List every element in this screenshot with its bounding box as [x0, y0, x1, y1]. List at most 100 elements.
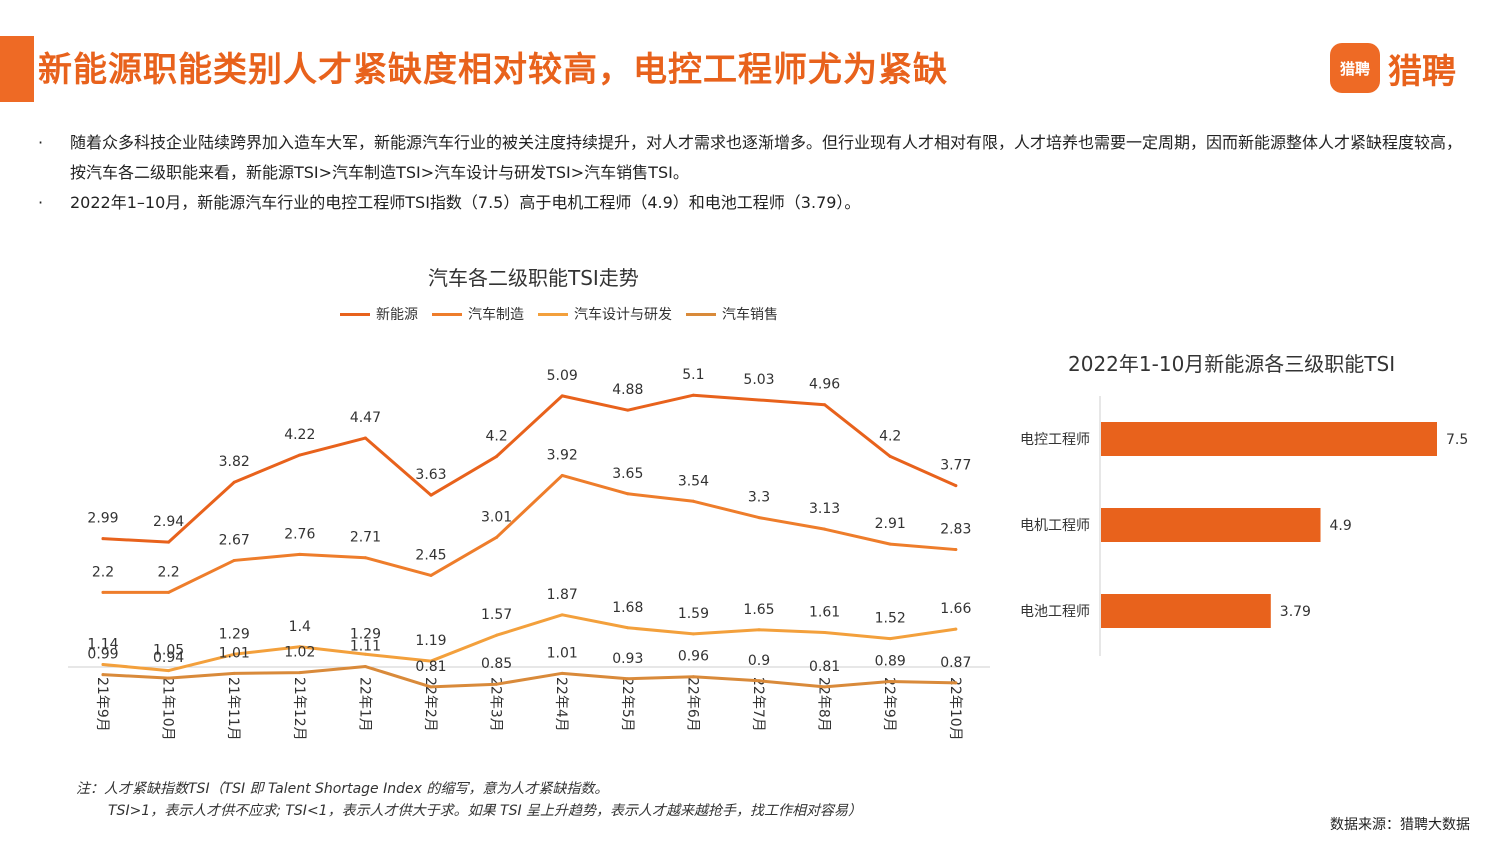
logo-badge: 猎聘 — [1330, 43, 1380, 93]
data-point — [560, 671, 564, 675]
data-point — [363, 652, 367, 656]
data-label: 0.85 — [481, 656, 512, 672]
data-point — [626, 492, 630, 496]
legend-swatch — [538, 312, 568, 316]
data-label: 0.81 — [415, 659, 446, 675]
bullet-item: · 2022年1–10月，新能源汽车行业的电控工程师TSI指数（7.5）高于电机… — [38, 188, 1468, 218]
data-point — [495, 454, 499, 458]
data-label: 3.65 — [612, 466, 643, 482]
logo: 猎聘 猎聘 — [1330, 43, 1456, 93]
data-point — [757, 398, 761, 402]
data-label: 2.76 — [284, 526, 315, 542]
legend-label: 汽车设计与研发 — [574, 307, 672, 323]
y-tick-label: 电池工程师 — [1020, 604, 1090, 620]
data-label: 3.63 — [415, 467, 446, 483]
legend-label: 汽车制造 — [468, 307, 524, 323]
data-label: 4.96 — [809, 377, 840, 393]
bar — [1101, 422, 1437, 456]
bar-value-label: 7.5 — [1446, 432, 1468, 448]
data-point — [888, 454, 892, 458]
data-source: 数据来源：猎聘大数据 — [1330, 817, 1470, 833]
data-point — [495, 633, 499, 637]
y-tick-label: 电机工程师 — [1020, 518, 1090, 534]
bar-chart-title: 2022年1-10月新能源各三级职能TSI — [1068, 352, 1396, 376]
data-point — [626, 408, 630, 412]
data-label: 4.2 — [485, 428, 507, 444]
bar-value-label: 3.79 — [1280, 604, 1311, 620]
data-label: 3.92 — [547, 447, 578, 463]
data-point — [167, 590, 171, 594]
data-label: 3.3 — [748, 490, 770, 506]
data-label: 1.01 — [219, 645, 250, 661]
bullet-text: 随着众多科技企业陆续跨界加入造车大军，新能源汽车行业的被关注度持续提升，对人才需… — [70, 133, 1463, 182]
data-label: 1.02 — [284, 645, 315, 661]
data-label: 1.57 — [481, 607, 512, 623]
data-label: 3.82 — [219, 454, 250, 470]
data-point — [232, 480, 236, 484]
data-label: 1.52 — [875, 611, 906, 627]
x-tick-label: 22年6月 — [684, 677, 700, 732]
data-point — [363, 436, 367, 440]
legend-swatch — [686, 312, 716, 316]
data-label: 4.2 — [879, 428, 901, 444]
data-label: 5.09 — [547, 368, 578, 384]
data-label: 1.68 — [612, 600, 643, 616]
data-label: 2.91 — [875, 516, 906, 532]
data-label: 5.03 — [743, 372, 774, 388]
x-tick-label: 22年4月 — [553, 677, 569, 732]
data-point — [823, 527, 827, 531]
line-chart-legend: 新能源 汽车制造 汽车设计与研发 汽车销售 — [340, 304, 792, 324]
series-line — [101, 393, 958, 544]
data-label: 1.14 — [87, 636, 118, 652]
data-point — [954, 627, 958, 631]
data-label: 3.01 — [481, 509, 512, 525]
data-label: 1.29 — [219, 626, 250, 642]
data-label: 1.19 — [415, 633, 446, 649]
data-point — [495, 682, 499, 686]
footnote-line: 注：人才紧缺指数TSI（TSI 即 Talent Shortage Index … — [76, 781, 609, 797]
data-point — [691, 393, 695, 397]
legend-swatch — [340, 312, 370, 316]
data-point — [167, 669, 171, 673]
logo-text: 猎聘 — [1388, 51, 1456, 92]
x-tick-label: 22年8月 — [816, 677, 832, 732]
data-label: 0.96 — [678, 649, 709, 665]
data-label: 0.87 — [940, 655, 971, 671]
data-point — [757, 679, 761, 683]
bullet-dot: · — [38, 193, 44, 212]
legend-item: 汽车销售 — [686, 304, 778, 324]
data-point — [429, 659, 433, 663]
bar — [1101, 508, 1321, 542]
data-label: 4.47 — [350, 410, 381, 426]
data-point — [888, 679, 892, 683]
legend-label: 汽车销售 — [722, 307, 778, 323]
line-chart: 21年9月 21年10月 21年11月 21年12月 22年1月 22年2月 22年3月 22… — [68, 367, 990, 741]
x-tick-label: 22年3月 — [488, 677, 504, 732]
data-label: 1.4 — [289, 619, 311, 635]
data-point — [101, 537, 105, 541]
y-tick-label: 电控工程师 — [1020, 432, 1090, 448]
data-point — [757, 628, 761, 632]
legend-swatch — [432, 312, 462, 316]
title-accent-bar — [0, 36, 34, 102]
data-label: 1.29 — [350, 626, 381, 642]
data-label: 1.61 — [809, 605, 840, 621]
bullet-dot: · — [38, 133, 44, 152]
data-point — [101, 590, 105, 594]
data-label: 2.67 — [219, 532, 250, 548]
series-line — [101, 613, 958, 673]
legend-label: 新能源 — [376, 307, 418, 323]
data-label: 2.71 — [350, 530, 381, 546]
data-label: 0.81 — [809, 659, 840, 675]
bullet-item: · 随着众多科技企业陆续跨界加入造车大军，新能源汽车行业的被关注度持续提升，对人… — [38, 128, 1468, 188]
data-point — [823, 631, 827, 635]
legend-item: 汽车设计与研发 — [538, 304, 672, 324]
data-point — [101, 673, 105, 677]
data-point — [429, 573, 433, 577]
data-point — [560, 394, 564, 398]
bar-chart: 电控工程师 7.5 电机工程师 4.9 电池工程师 3.79 — [1020, 396, 1468, 656]
data-label: 2.2 — [157, 564, 179, 580]
data-point — [823, 685, 827, 689]
data-label: 1.65 — [743, 602, 774, 618]
data-point — [298, 671, 302, 675]
